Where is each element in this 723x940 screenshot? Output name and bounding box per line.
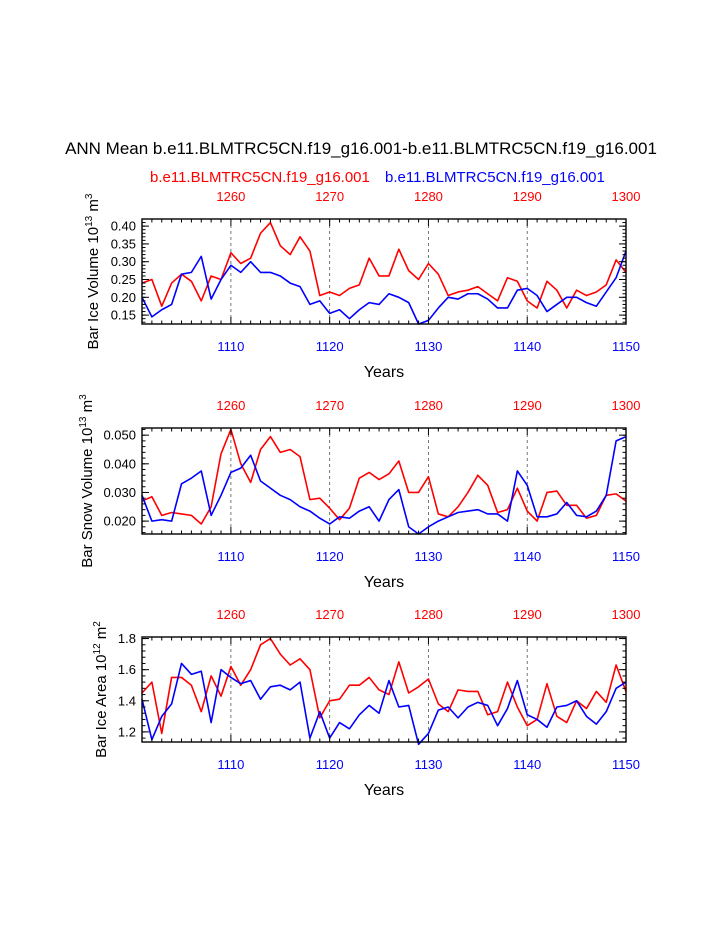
y-tick-label: 0.25 <box>111 272 136 287</box>
y-tick-label: 0.15 <box>111 308 136 323</box>
x-tick-label: 1120 <box>316 549 344 564</box>
y-axis-label-part: m <box>93 627 110 644</box>
y-tick-label: 0.30 <box>111 254 136 269</box>
y-axis-label: Bar Snow Volume 1013 m3 <box>78 394 96 568</box>
x-top-tick-label: 1270 <box>315 398 344 413</box>
panels: 1110 1120 1130 1140 1150 1260 1270 1280 1290 1300… <box>78 189 640 799</box>
x-top-tick-label: 1280 <box>414 189 443 204</box>
y-axis-label-part: 3 <box>78 394 89 400</box>
y-tick-label: 0.35 <box>111 236 136 251</box>
y-tick-label: 1.4 <box>118 693 136 708</box>
x-tick-label: 1120 <box>316 757 344 772</box>
y-axis-label: Bar Ice Area 1012 m2 <box>92 621 110 758</box>
y-axis-label-part: m <box>79 400 96 417</box>
chart-panel-1: 1110 1120 1130 1140 1150 1260 1270 1280 1290 1300… <box>84 189 640 381</box>
y-axis-label-part: 3 <box>84 193 95 199</box>
legend-red-label: b.e11.BLMTRC5CN.f19_g16.001 <box>150 169 370 186</box>
legend-blue-label: b.e11.BLMTRC5CN.f19_g16.001 <box>385 169 605 186</box>
x-tick-label: 1150 <box>612 549 640 564</box>
y-tick-label: 1.2 <box>118 724 136 739</box>
y-axis-label-part: Bar Ice Volume 10 <box>85 227 102 350</box>
y-tick-label: 0.030 <box>103 485 136 500</box>
series-line-red <box>141 428 627 525</box>
x-axis-label: Years <box>364 782 404 799</box>
y-axis-label-part: 13 <box>84 215 95 227</box>
x-top-tick-label: 1260 <box>216 398 245 413</box>
x-top-tick-label: 1260 <box>216 189 245 204</box>
y-axis-label-part: Bar Ice Area 10 <box>93 654 110 757</box>
y-axis-label-part: 2 <box>92 621 103 627</box>
x-axis-label: Years <box>364 574 404 591</box>
series-line-red <box>141 221 627 309</box>
x-top-tick-label: 1270 <box>315 607 344 622</box>
x-top-tick-label: 1290 <box>513 189 542 204</box>
y-tick-label: 0.40 <box>111 219 136 234</box>
x-tick-label: 1130 <box>414 549 442 564</box>
x-tick-label: 1140 <box>513 757 541 772</box>
figure-title: ANN Mean b.e11.BLMTRC5CN.f19_g16.001-b.e… <box>65 139 657 158</box>
y-axis-label-part: 13 <box>78 416 89 428</box>
x-tick-label: 1140 <box>513 549 541 564</box>
y-axis-label-part: m <box>85 199 102 216</box>
y-tick-label: 1.8 <box>118 631 136 646</box>
y-tick-label: 0.20 <box>111 290 136 305</box>
x-tick-label: 1110 <box>217 549 244 564</box>
chart-panel-2: 1110 1120 1130 1140 1150 1260 1270 1280 1290 1300… <box>78 394 640 591</box>
x-tick-label: 1150 <box>612 757 640 772</box>
x-top-tick-label: 1280 <box>414 398 443 413</box>
x-tick-label: 1110 <box>217 339 244 354</box>
x-tick-label: 1130 <box>414 339 442 354</box>
x-top-tick-label: 1280 <box>414 607 443 622</box>
x-tick-label: 1140 <box>513 339 541 354</box>
series-line-blue <box>141 250 627 325</box>
series-line-red <box>141 637 627 735</box>
y-tick-label: 0.040 <box>103 456 136 471</box>
x-top-tick-label: 1300 <box>612 189 641 204</box>
series-line-blue <box>141 435 627 535</box>
x-tick-label: 1120 <box>316 339 344 354</box>
chart-panel-3: 1110 1120 1130 1140 1150 1260 1270 1280 1290 1300… <box>92 607 640 799</box>
y-axis-label-part: 12 <box>92 643 103 655</box>
plot-frame <box>141 218 627 325</box>
x-top-tick-label: 1290 <box>513 607 542 622</box>
y-tick-label: 0.050 <box>103 428 136 443</box>
y-tick-label: 1.6 <box>118 662 136 677</box>
x-tick-label: 1130 <box>414 757 442 772</box>
x-tick-label: 1150 <box>612 339 640 354</box>
x-top-tick-label: 1260 <box>216 607 245 622</box>
plot-frame <box>141 636 627 743</box>
y-tick-label: 0.020 <box>103 514 136 529</box>
x-top-tick-label: 1300 <box>612 398 641 413</box>
x-tick-label: 1110 <box>217 757 244 772</box>
y-axis-label-part: Bar Snow Volume 10 <box>79 428 96 568</box>
x-top-tick-label: 1300 <box>612 607 641 622</box>
series-line-blue <box>141 662 627 746</box>
x-top-tick-label: 1290 <box>513 398 542 413</box>
x-top-tick-label: 1270 <box>315 189 344 204</box>
y-axis-label: Bar Ice Volume 1013 m3 <box>84 193 102 349</box>
x-axis-label: Years <box>364 364 404 381</box>
